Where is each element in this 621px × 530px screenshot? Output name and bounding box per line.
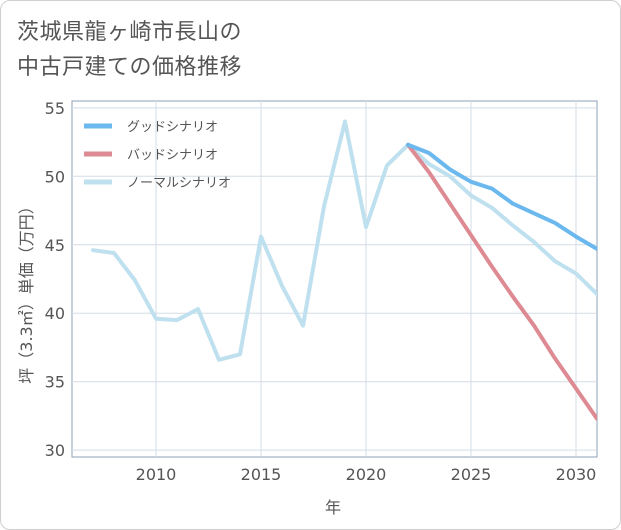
y-tick-label: 55 [45,99,65,118]
legend-item-normal: ノーマルシナリオ [84,176,231,191]
y-tick-label: 50 [45,167,65,186]
x-tick-label: 2020 [346,465,387,484]
chart-title-line-1: 茨城県龍ヶ崎市長山の [17,20,243,45]
good-scenario-line [406,142,597,251]
legend-label: ノーマルシナリオ [127,176,231,191]
y-axis-label: 坪（3.3㎡）単価（万円） [17,198,36,383]
chart-title-line-2: 中古戸建ての価格推移 [17,55,243,80]
x-tick-label: 2010 [136,465,177,484]
y-tick-label: 30 [45,441,65,460]
legend-label: グッドシナリオ [127,120,218,135]
x-tick-label: 2030 [556,465,597,484]
y-tick-label: 45 [45,236,65,255]
grid-lines [72,101,597,457]
chart-title: 茨城県龍ヶ崎市長山の 中古戸建ての価格推移 [17,15,242,85]
normal-scenario-line [91,119,597,362]
x-tick-label: 2025 [451,465,492,484]
x-axis-label: 年 [325,498,341,517]
series-lines [91,119,597,421]
y-tick-label: 35 [45,373,65,392]
legend-item-bad: バッドシナリオ [84,148,218,163]
tick-labels: 2010 2015 2020 2025 2030 30 35 40 45 50 55 [45,99,597,484]
x-tick-label: 2015 [241,465,282,484]
legend-item-good: グッドシナリオ [84,120,218,135]
legend-label: バッドシナリオ [127,148,218,163]
bad-scenario-line [406,142,597,421]
y-tick-label: 40 [45,304,65,323]
